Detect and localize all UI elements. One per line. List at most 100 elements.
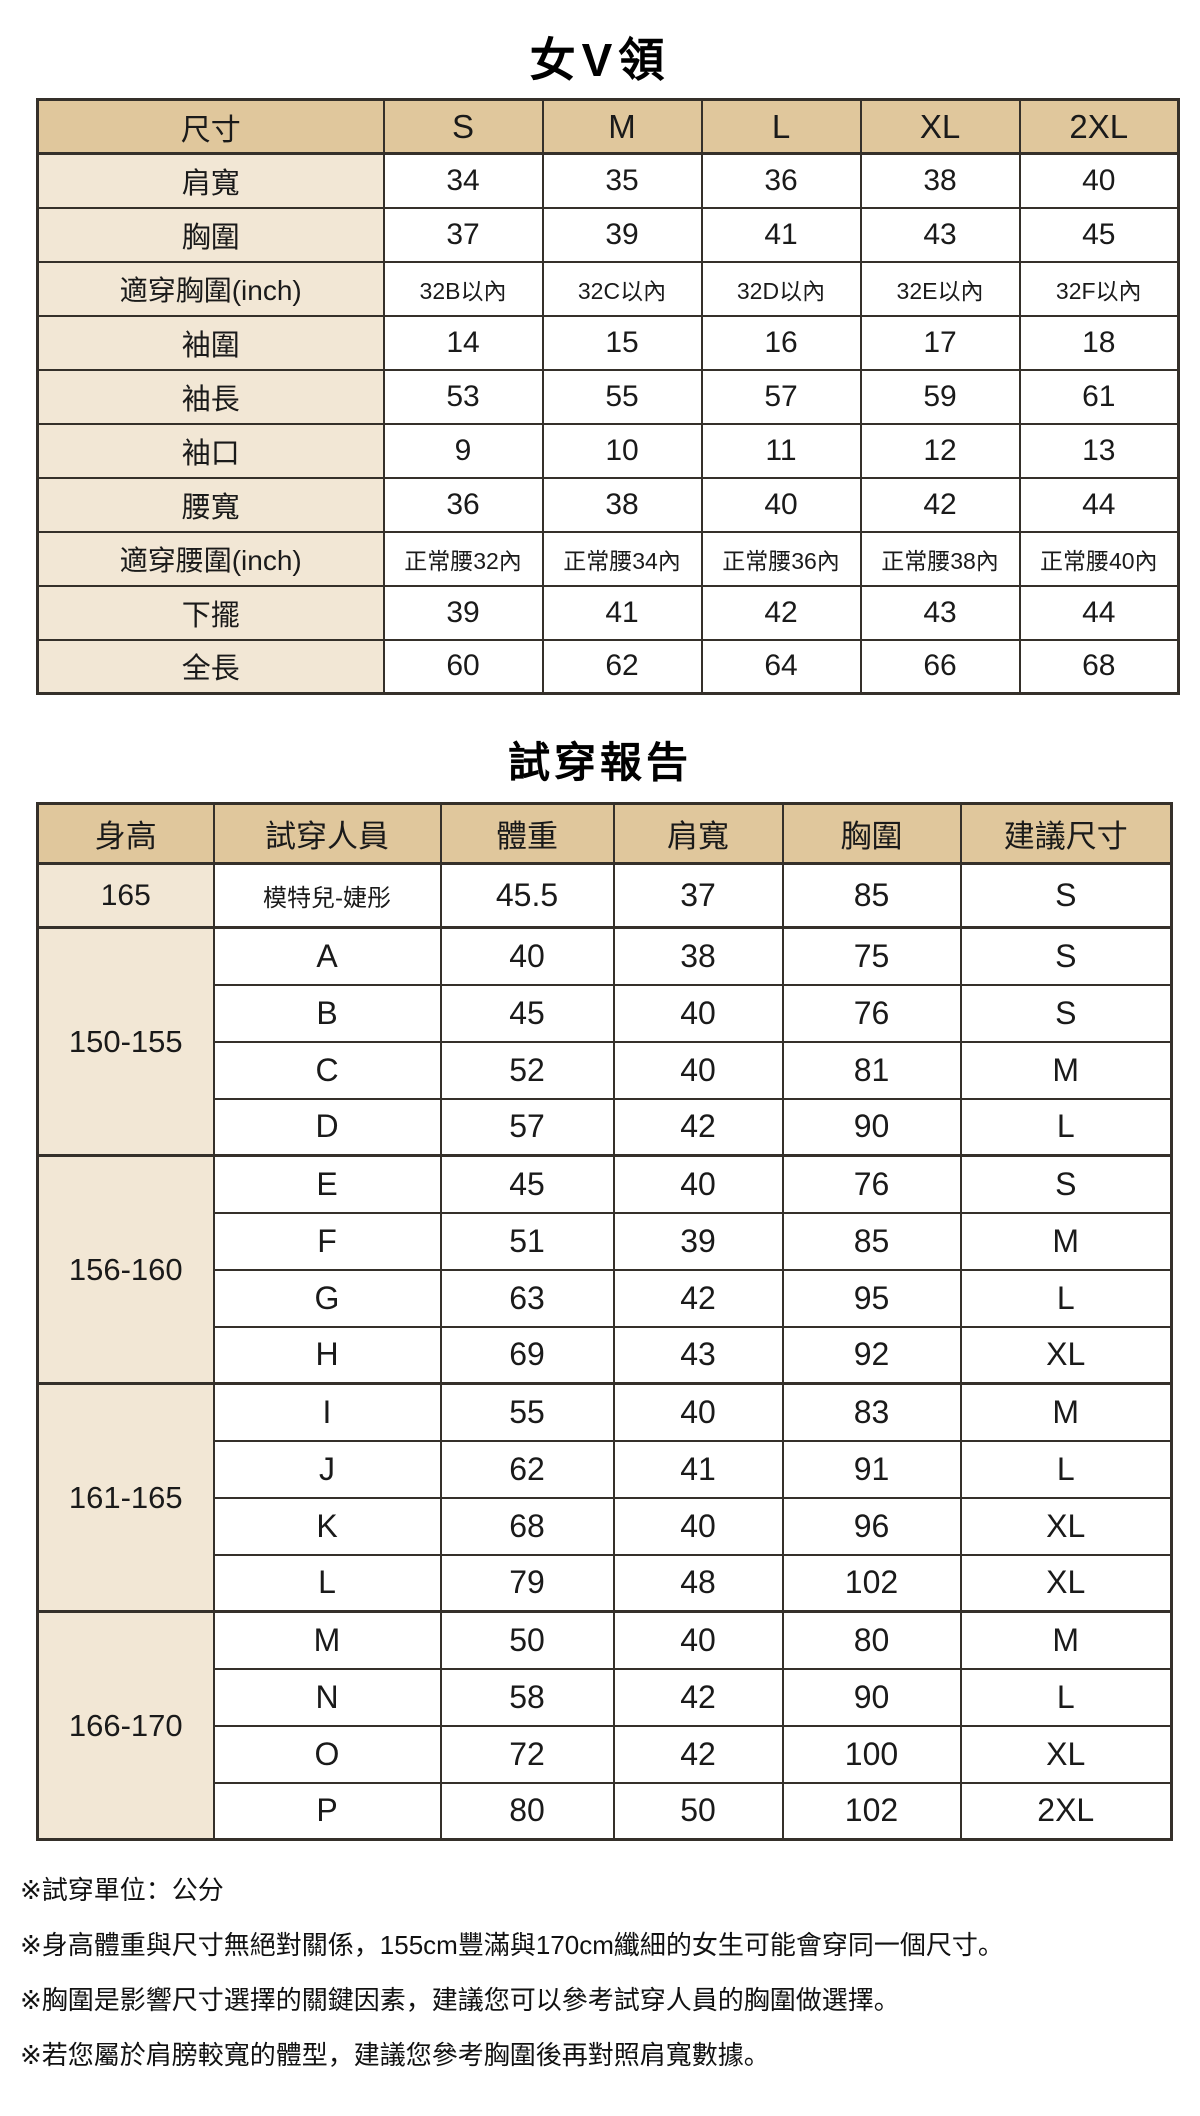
size-table-header-cell: S bbox=[382, 98, 544, 155]
table-row: 袖長 53 55 57 59 61 bbox=[36, 368, 1180, 425]
size-row-label: 全長 bbox=[36, 638, 385, 695]
size-value-cell: 13 bbox=[1018, 422, 1180, 479]
footnote: ※身高體重與尺寸無絕對關係，155cm豐滿與170cm纖細的女生可能會穿同一個尺… bbox=[20, 1930, 1004, 1960]
size-row-label: 袖口 bbox=[36, 422, 385, 479]
recommended-size-cell: L bbox=[959, 1097, 1173, 1157]
size-row-label: 胸圍 bbox=[36, 206, 385, 263]
size-row-label: 下擺 bbox=[36, 584, 385, 641]
tester-cell: K bbox=[212, 1496, 442, 1556]
recommended-size-cell: S bbox=[959, 983, 1173, 1043]
recommended-size-cell: S bbox=[959, 1154, 1173, 1214]
weight-cell: 80 bbox=[439, 1781, 615, 1841]
shoulder-cell: 37 bbox=[612, 862, 784, 929]
size-value-cell: 42 bbox=[700, 584, 862, 641]
table-row: 腰寬 36 38 40 42 44 bbox=[36, 476, 1180, 533]
table-row: K 68 40 96 XL bbox=[38, 1496, 1173, 1556]
chest-cell: 83 bbox=[781, 1382, 962, 1442]
table-row: 肩寬 34 35 36 38 40 bbox=[36, 152, 1180, 209]
recommended-size-cell: S bbox=[959, 926, 1173, 986]
chest-cell: 102 bbox=[781, 1781, 962, 1841]
size-value-cell: 35 bbox=[541, 152, 703, 209]
size-value-cell: 37 bbox=[382, 206, 544, 263]
size-value-cell: 43 bbox=[859, 584, 1021, 641]
tester-cell: B bbox=[212, 983, 442, 1043]
table-row: H 69 43 92 XL bbox=[38, 1325, 1173, 1385]
recommended-size-cell: S bbox=[959, 862, 1173, 929]
size-value-cell: 正常腰38內 bbox=[859, 530, 1021, 587]
weight-cell: 40 bbox=[439, 926, 615, 986]
size-value-cell: 59 bbox=[859, 368, 1021, 425]
size-row-label: 袖長 bbox=[36, 368, 385, 425]
page-title: 女V領 bbox=[529, 34, 671, 86]
table-row: 胸圍 37 39 41 43 45 bbox=[36, 206, 1180, 263]
table-row: L 79 48 102 XL bbox=[38, 1553, 1173, 1613]
size-value-cell: 38 bbox=[541, 476, 703, 533]
chest-cell: 81 bbox=[781, 1040, 962, 1100]
fit-report-header-row: 身高 試穿人員 體重 肩寬 胸圍 建議尺寸 bbox=[36, 802, 1173, 865]
chest-cell: 95 bbox=[781, 1268, 962, 1328]
table-row: 166-170 M 50 40 80 M bbox=[36, 1610, 1173, 1841]
tester-cell: P bbox=[212, 1781, 442, 1841]
table-row: 161-165 I 55 40 83 M bbox=[36, 1382, 1173, 1613]
size-value-cell: 57 bbox=[700, 368, 862, 425]
fit-report-header-cell: 身高 bbox=[36, 802, 215, 865]
size-value-cell: 32B以內 bbox=[382, 260, 544, 317]
size-value-cell: 53 bbox=[382, 368, 544, 425]
chest-cell: 80 bbox=[781, 1610, 962, 1670]
table-row: 150-155 A 40 38 75 S bbox=[36, 926, 1173, 1157]
height-group-cell: 150-155 bbox=[36, 926, 215, 1157]
footnote: ※若您屬於肩膀較寬的體型，建議您參考胸圍後再對照肩寬數據。 bbox=[20, 2040, 770, 2070]
footnote: ※試穿單位：公分 bbox=[20, 1875, 224, 1905]
table-row: O 72 42 100 XL bbox=[38, 1724, 1173, 1784]
shoulder-cell: 40 bbox=[612, 1154, 784, 1214]
shoulder-cell: 40 bbox=[612, 983, 784, 1043]
recommended-size-cell: L bbox=[959, 1439, 1173, 1499]
shoulder-cell: 43 bbox=[612, 1325, 784, 1385]
fit-report-header-cell: 建議尺寸 bbox=[959, 802, 1173, 865]
size-value-cell: 44 bbox=[1018, 584, 1180, 641]
chest-cell: 96 bbox=[781, 1496, 962, 1556]
size-value-cell: 17 bbox=[859, 314, 1021, 371]
height-cell: 165 bbox=[36, 862, 215, 929]
size-value-cell: 66 bbox=[859, 638, 1021, 695]
size-table-header-cell: 2XL bbox=[1018, 98, 1180, 155]
recommended-size-cell: XL bbox=[959, 1325, 1173, 1385]
size-value-cell: 40 bbox=[1018, 152, 1180, 209]
shoulder-cell: 39 bbox=[612, 1211, 784, 1271]
chest-cell: 102 bbox=[781, 1553, 962, 1613]
size-value-cell: 39 bbox=[382, 584, 544, 641]
size-value-cell: 36 bbox=[700, 152, 862, 209]
size-value-cell: 41 bbox=[541, 584, 703, 641]
chest-cell: 85 bbox=[781, 1211, 962, 1271]
size-value-cell: 40 bbox=[700, 476, 862, 533]
table-row: 156-160 E 45 40 76 S bbox=[36, 1154, 1173, 1385]
recommended-size-cell: M bbox=[959, 1610, 1173, 1670]
size-value-cell: 9 bbox=[382, 422, 544, 479]
shoulder-cell: 42 bbox=[612, 1724, 784, 1784]
size-table-header-cell: XL bbox=[859, 98, 1021, 155]
recommended-size-cell: 2XL bbox=[959, 1781, 1173, 1841]
recommended-size-cell: XL bbox=[959, 1496, 1173, 1556]
table-row: 袖圍 14 15 16 17 18 bbox=[36, 314, 1180, 371]
tester-cell: N bbox=[212, 1667, 442, 1727]
size-row-label: 腰寬 bbox=[36, 476, 385, 533]
size-value-cell: 45 bbox=[1018, 206, 1180, 263]
size-value-cell: 32D以內 bbox=[700, 260, 862, 317]
fit-report-title: 試穿報告 bbox=[507, 739, 692, 786]
weight-cell: 72 bbox=[439, 1724, 615, 1784]
weight-cell: 50 bbox=[439, 1610, 615, 1670]
height-group-cell: 161-165 bbox=[36, 1382, 215, 1613]
weight-cell: 52 bbox=[439, 1040, 615, 1100]
size-value-cell: 11 bbox=[700, 422, 862, 479]
fit-report-header-cell: 體重 bbox=[439, 802, 615, 865]
weight-cell: 45 bbox=[439, 1154, 615, 1214]
table-row: 適穿腰圍(inch) 正常腰32內 正常腰34內 正常腰36內 正常腰38內 正… bbox=[36, 530, 1180, 587]
size-value-cell: 正常腰32內 bbox=[382, 530, 544, 587]
size-value-cell: 正常腰34內 bbox=[541, 530, 703, 587]
tester-cell: M bbox=[212, 1610, 442, 1670]
weight-cell: 79 bbox=[439, 1553, 615, 1613]
chest-cell: 75 bbox=[781, 926, 962, 986]
tester-cell: E bbox=[212, 1154, 442, 1214]
chest-cell: 85 bbox=[781, 862, 962, 929]
table-row: 下擺 39 41 42 43 44 bbox=[36, 584, 1180, 641]
